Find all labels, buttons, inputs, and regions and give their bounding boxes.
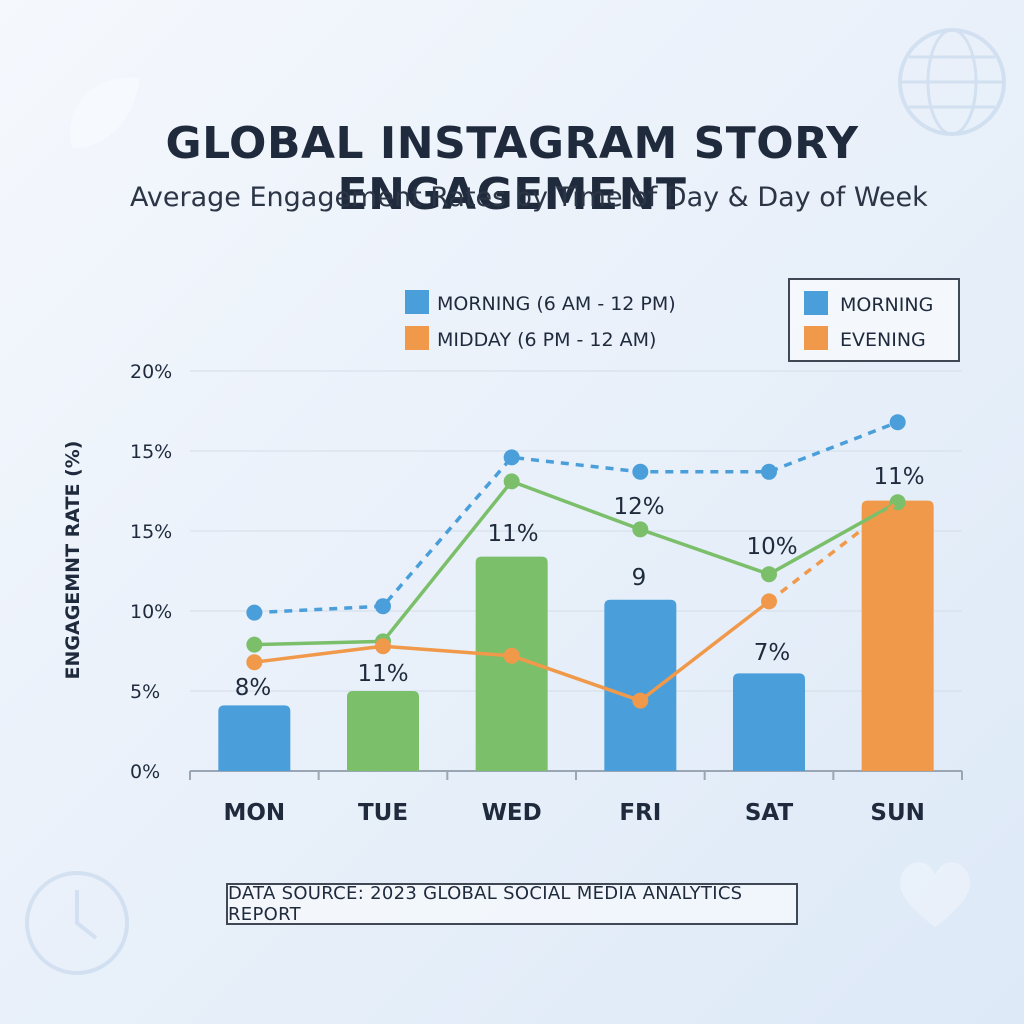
data-label: 12%	[613, 494, 664, 520]
series-point	[632, 521, 649, 538]
series-point	[246, 654, 263, 671]
series-point	[375, 638, 391, 655]
series-line-1	[254, 479, 899, 647]
series-point	[246, 636, 263, 653]
chart-subtitle: Average Engagement Rates by Time of Day …	[130, 182, 928, 213]
data-label: 7%	[754, 640, 791, 666]
legend-label: MIDDAY (6 PM - 12 AM)	[437, 329, 656, 351]
series-point	[246, 604, 263, 621]
legend-swatch	[405, 326, 429, 350]
series-point	[889, 414, 906, 431]
data-label: 8%	[235, 675, 272, 701]
x-tick-label: MON	[223, 800, 285, 826]
x-tick-label: FRI	[619, 800, 661, 826]
series-point	[503, 449, 520, 466]
bar-mon	[218, 705, 291, 771]
data-label: 9	[632, 565, 647, 591]
bar-fri	[604, 599, 677, 771]
bar-sat	[733, 673, 805, 771]
clock-icon	[25, 871, 129, 975]
series-line-0	[254, 420, 899, 615]
series-point	[632, 692, 649, 709]
legend-swatch	[804, 291, 828, 315]
legend-swatch	[804, 326, 828, 350]
y-tick-label: 10%	[130, 601, 172, 623]
y-tick-label: 15%	[130, 521, 172, 543]
data-label: 10%	[746, 534, 797, 560]
series-point	[761, 566, 777, 583]
series-point	[503, 473, 520, 490]
x-tick-label: SUN	[870, 800, 925, 826]
y-tick-label: 15%	[130, 441, 172, 463]
bar-tue	[347, 691, 419, 771]
data-label: 11%	[487, 521, 538, 547]
y-tick-label: 5%	[130, 681, 160, 703]
series-point	[375, 598, 391, 615]
legend-swatch	[405, 290, 429, 314]
x-tick-label: WED	[482, 800, 542, 826]
y-axis-label: ENGAGEMNT RATE (%)	[62, 441, 84, 680]
series-point	[503, 647, 520, 664]
series-point	[632, 463, 649, 480]
legend-label: MORNING (6 AM - 12 PM)	[437, 293, 676, 315]
y-tick-label: 20%	[130, 361, 172, 383]
bar-wed	[475, 556, 548, 771]
chart-title: GLOBAL INSTAGRAM STORY ENGAGEMENT	[165, 118, 859, 220]
globe-icon	[898, 28, 1006, 136]
legend-label: MORNING	[840, 294, 933, 316]
bar-sun	[861, 500, 934, 771]
heart-icon	[900, 862, 970, 927]
x-tick-label: SAT	[745, 800, 794, 826]
series-point	[761, 463, 777, 480]
y-tick-label: 0%	[130, 761, 160, 783]
data-label: 11%	[357, 661, 408, 687]
data-label: 11%	[873, 464, 924, 490]
series-point	[761, 593, 777, 610]
series-line-tail	[767, 500, 899, 603]
leaf-icon	[70, 77, 140, 148]
data-source-box: DATA SOURCE: 2023 GLOBAL SOCIAL MEDIA AN…	[226, 883, 798, 925]
x-tick-label: TUE	[358, 800, 408, 826]
legend-label: EVENING	[840, 329, 926, 351]
